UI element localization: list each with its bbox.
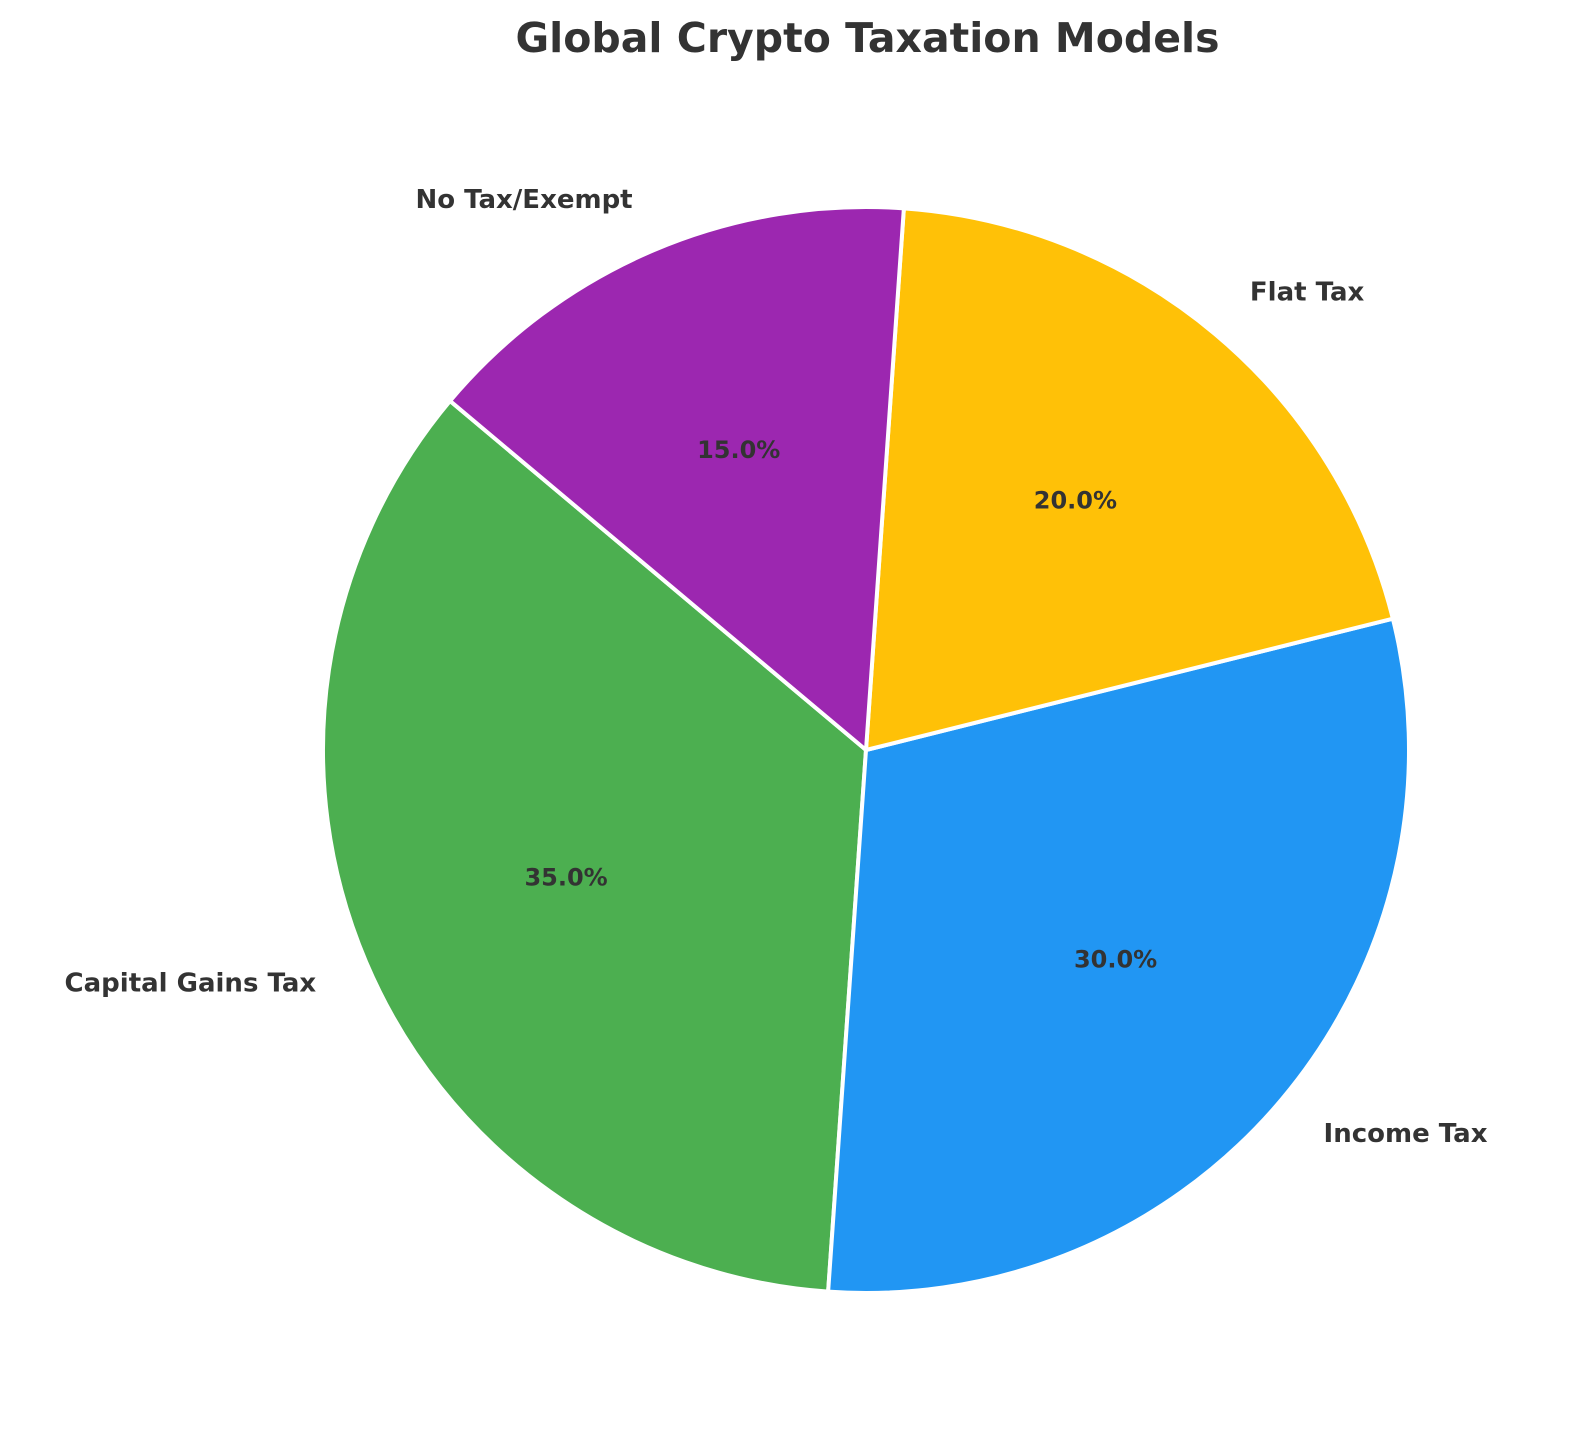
chart-title: Global Crypto Taxation Models [515, 14, 1220, 62]
pie-category-label-flat-tax: Flat Tax [1250, 277, 1365, 307]
pie-category-label-capital-gains-tax: Capital Gains Tax [65, 968, 317, 998]
pie-slice-flat-tax [864, 206, 1395, 752]
pie-slices [321, 205, 1411, 1296]
pie-percent-label-income-tax: 30.0% [1074, 945, 1157, 973]
pie-category-label-income-tax: Income Tax [1324, 1119, 1488, 1149]
pie-slice-capital-gains-tax [321, 398, 868, 1294]
pie-category-label-no-tax-exempt: No Tax/Exempt [415, 185, 632, 215]
pie-slice-no-tax-exempt [448, 205, 906, 752]
pie-percent-label-no-tax-exempt: 15.0% [697, 436, 780, 464]
pie-percent-label-capital-gains-tax: 35.0% [524, 863, 607, 891]
pie-category-labels: Capital Gains Tax Income Tax Flat Tax No Ta… [65, 185, 1488, 1149]
pie-percent-label-flat-tax: 20.0% [1034, 486, 1117, 514]
pie-percent-labels: 35.0% 30.0% 20.0% 15.0% [524, 436, 1157, 973]
pie-slice-income-tax [826, 616, 1411, 1296]
